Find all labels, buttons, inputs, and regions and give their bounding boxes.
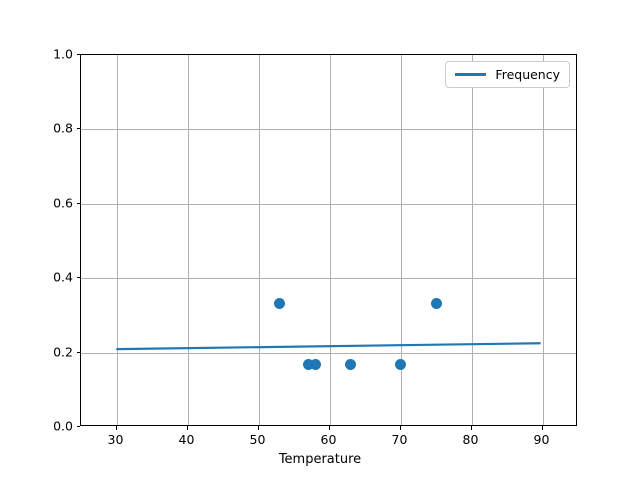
scatter-point	[302, 359, 314, 371]
tick-y-0.8	[76, 128, 80, 130]
yticklabel-0.6: 0.6	[53, 195, 73, 211]
legend-label-frequency: Frequency	[495, 67, 560, 82]
x-axis-label: Temperature	[278, 452, 362, 467]
xticklabel-70: 70	[391, 432, 408, 447]
tick-x-80	[470, 426, 472, 430]
legend-line-swatch	[455, 73, 487, 76]
trend-line-frequency	[116, 342, 541, 351]
scatter-point	[430, 297, 442, 309]
tick-y-1.0	[76, 54, 80, 55]
gridline-x-90	[542, 55, 544, 425]
gridline-x-80	[471, 55, 473, 425]
gridline-y-0.2	[81, 352, 576, 354]
yticklabel-0.4: 0.4	[53, 269, 73, 285]
tick-y-0.2	[76, 351, 80, 353]
tick-x-90	[541, 426, 543, 430]
yticklabel-0.8: 0.8	[53, 120, 73, 136]
tick-y-0.0	[76, 426, 80, 427]
scatter-point	[309, 359, 321, 371]
scatter-point	[274, 297, 286, 309]
xticklabel-50: 50	[249, 432, 266, 447]
legend-box: Frequency	[445, 61, 570, 88]
tick-x-50	[257, 426, 259, 430]
xticklabel-90: 90	[533, 432, 550, 447]
gridline-y-0.4	[81, 278, 576, 280]
xticklabel-80: 80	[462, 432, 479, 447]
gridline-y-0.6	[81, 203, 576, 205]
trend-line-path	[116, 342, 541, 351]
plot-axes	[80, 54, 577, 426]
yticklabel-0.2: 0.2	[53, 344, 73, 360]
gridline-y-0.8	[81, 129, 576, 131]
plot-surface	[81, 55, 576, 425]
tick-y-0.6	[76, 202, 80, 204]
xticklabel-40: 40	[178, 432, 195, 447]
gridline-x-70	[400, 55, 402, 425]
tick-y-0.4	[76, 277, 80, 279]
yticklabel-1.0: 1.0	[53, 46, 73, 62]
scatter-point	[395, 359, 406, 371]
gridline-x-40	[187, 55, 189, 425]
xticklabel-60: 60	[320, 432, 337, 447]
tick-x-70	[399, 426, 401, 430]
gridline-x-30	[116, 55, 118, 425]
yticklabel-0.0: 0.0	[53, 418, 73, 434]
tick-x-40	[186, 426, 188, 430]
gridline-x-50	[258, 55, 260, 425]
gridline-x-60	[329, 55, 331, 425]
scatter-point	[345, 359, 357, 371]
tick-x-30	[115, 426, 117, 430]
tick-x-60	[328, 426, 330, 430]
xticklabel-30: 30	[107, 432, 124, 447]
